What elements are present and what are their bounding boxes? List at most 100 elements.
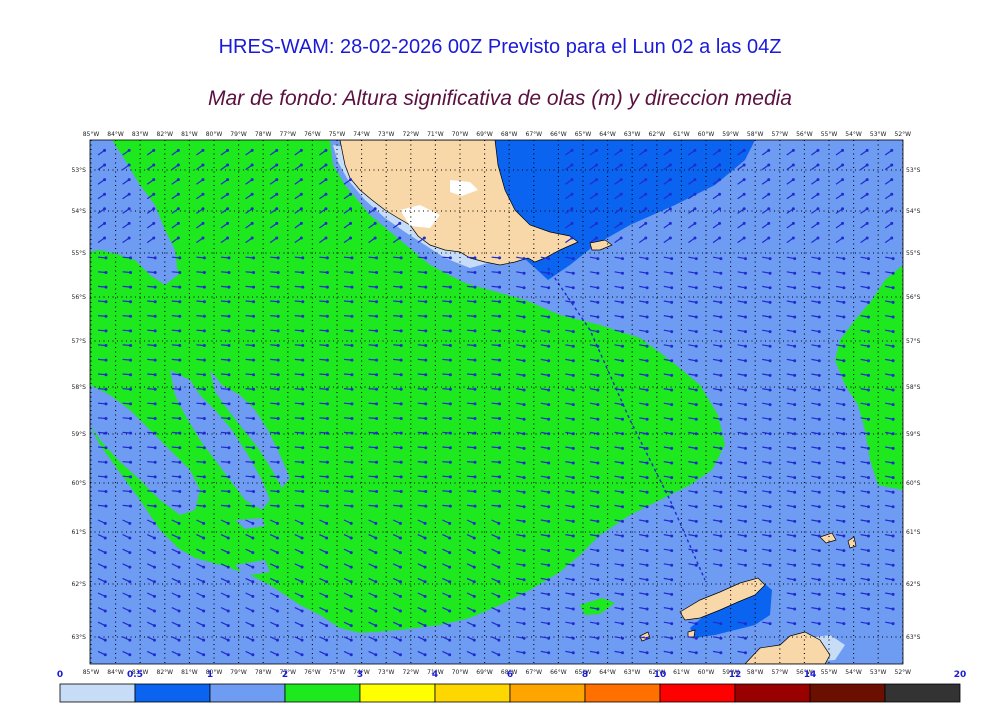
wave-direction-arrowhead (178, 373, 182, 377)
wave-direction-arrowhead (448, 504, 452, 508)
wave-direction-arrowhead (375, 431, 379, 435)
wave-direction-arrowhead (498, 343, 502, 347)
wave-direction-arrowhead (768, 315, 772, 319)
wave-direction-arrowhead (645, 359, 649, 363)
wave-direction-arrowhead (448, 638, 452, 642)
wave-direction-arrowhead (350, 329, 354, 333)
wave-direction-arrowhead (694, 359, 698, 363)
wave-direction-arrowhead (694, 315, 698, 319)
wave-direction-arrowhead (694, 403, 698, 407)
wave-direction-arrowhead (670, 300, 674, 304)
wave-direction-arrowhead (103, 148, 107, 152)
wave-direction-arrowhead (719, 403, 723, 407)
wave-direction-arrowhead (693, 207, 697, 211)
wave-direction-arrowhead (645, 315, 649, 319)
wave-direction-arrowhead (104, 256, 108, 260)
wave-direction-arrowhead (668, 163, 672, 167)
wave-direction-arrowhead (301, 475, 305, 479)
wave-direction-arrowhead (620, 592, 624, 596)
wave-direction-arrowhead (645, 271, 649, 275)
wave-direction-arrowhead (891, 417, 895, 421)
wave-direction-arrowhead (497, 565, 501, 569)
wave-direction-arrowhead (694, 636, 698, 640)
wave-direction-arrowhead (325, 536, 329, 540)
wave-direction-arrowhead (252, 358, 256, 362)
wave-direction-arrowhead (325, 475, 329, 479)
land-tierra-del-fuego (339, 140, 579, 266)
map-frame (89, 139, 904, 665)
wave-direction-arrowhead (276, 431, 280, 435)
wave-direction-arrowhead (866, 519, 870, 523)
longitude-label: 63°W (624, 131, 641, 138)
wave-direction-arrowhead (719, 563, 723, 567)
colorbar-tick-label: 1 (207, 670, 213, 680)
wave-direction-arrowhead (424, 343, 428, 347)
wave-direction-arrowhead (424, 387, 428, 391)
wave-direction-arrowhead (226, 192, 230, 196)
longitude-label: 58°W (747, 131, 764, 138)
tierra-del-fuego-lake (450, 180, 478, 196)
latitude-label: 63°S (72, 634, 87, 641)
wave-direction-arrowhead (301, 300, 305, 304)
wave-direction-arrowhead (398, 638, 402, 642)
wave-direction-arrowhead (866, 534, 870, 538)
wave-direction-arrowhead (866, 490, 870, 494)
wave-direction-arrowhead (399, 402, 403, 406)
wave-direction-arrowhead (399, 475, 403, 479)
wave-direction-arrowhead (152, 653, 156, 657)
wave-direction-arrowhead (375, 416, 379, 420)
latitude-label: 54°S (906, 208, 921, 215)
wave-direction-arrowhead (522, 549, 526, 553)
longitude-label: 59°W (722, 669, 739, 676)
wave-direction-arrowhead (743, 490, 747, 494)
wave-direction-arrowhead (250, 148, 254, 152)
wave-direction-arrowhead (301, 504, 305, 508)
wave-direction-arrowhead (891, 271, 895, 275)
wave-direction-arrowhead (399, 329, 403, 333)
swell-1-2m-inlet-mid (170, 370, 270, 510)
wave-direction-arrowhead (178, 460, 182, 464)
wave-direction-arrowhead (424, 358, 428, 362)
wave-direction-arrowhead (350, 460, 354, 464)
wave-direction-arrowhead (448, 387, 452, 391)
wave-direction-arrowhead (104, 343, 108, 347)
wave-direction-arrowhead (570, 221, 574, 225)
wave-direction-arrowhead (324, 207, 328, 211)
wave-direction-arrowhead (103, 638, 107, 642)
wave-direction-arrowhead (424, 314, 428, 318)
wave-direction-arrowhead (276, 285, 280, 289)
wave-direction-arrowhead (129, 373, 133, 377)
colorbar-tick-label: 3 (357, 670, 363, 680)
wave-direction-arrowhead (768, 505, 772, 509)
wave-direction-arrowhead (866, 446, 870, 450)
latitude-label: 59°S (906, 431, 921, 438)
wave-direction-arrowhead (252, 504, 256, 508)
wave-direction-arrowhead (276, 270, 280, 274)
wave-direction-arrowhead (473, 270, 477, 274)
wave-direction-arrowhead (424, 373, 428, 377)
wave-direction-arrowhead (104, 504, 108, 508)
wave-direction-arrowhead (890, 163, 894, 167)
wave-direction-arrowhead (448, 285, 452, 289)
swell-1-2m-inlet-sw (90, 385, 200, 515)
wave-direction-arrowhead (202, 565, 206, 569)
map-title: HRES-WAM: 28-02-2026 00Z Previsto para e… (218, 36, 782, 58)
wave-direction-arrowhead (473, 387, 477, 391)
wave-direction-arrowhead (768, 373, 772, 377)
wave-direction-arrowhead (448, 373, 452, 377)
wave-direction-arrowhead (571, 286, 575, 290)
wave-direction-arrowhead (571, 563, 575, 567)
wave-direction-arrowhead (620, 388, 624, 392)
wave-direction-arrowhead (301, 314, 305, 318)
wave-direction-arrowhead (325, 285, 329, 289)
wave-direction-arrowhead (423, 594, 427, 598)
wave-direction-arrowhead (103, 580, 107, 584)
wave-direction-arrowhead (522, 519, 526, 523)
wave-direction-arrowhead (325, 431, 329, 435)
wave-direction-arrowhead (152, 609, 156, 613)
wave-direction-arrowhead (817, 373, 821, 377)
wave-direction-arrowhead (153, 475, 157, 479)
wave-direction-arrowhead (473, 504, 477, 508)
wave-direction-arrowhead (301, 431, 305, 435)
wave-direction-arrowhead (350, 475, 354, 479)
